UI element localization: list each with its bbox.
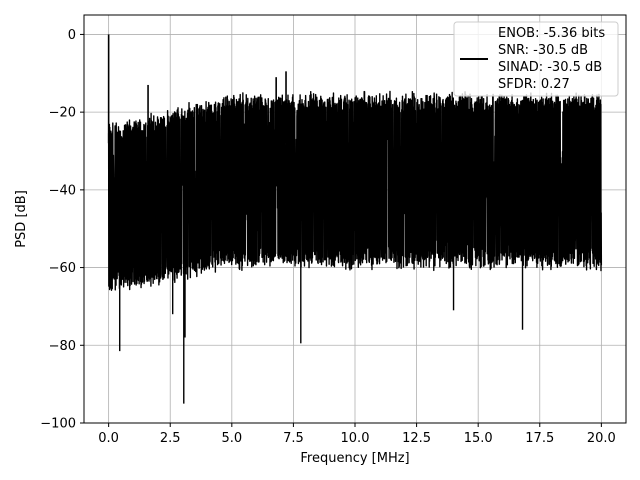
legend: ENOB: -5.36 bits SNR: -30.5 dB SINAD: -3… <box>453 21 619 97</box>
x-tick-label: 0.0 <box>98 431 119 446</box>
y-axis-ticks: 0 −20 −40 −60 −80 −100 <box>40 28 84 432</box>
x-tick-label: 12.5 <box>402 431 431 446</box>
y-tick-label: −60 <box>49 261 76 276</box>
legend-box <box>453 21 619 97</box>
x-axis-ticks: 0.0 2.5 5.0 7.5 10.0 12.5 15.0 17.5 20.0 <box>98 423 616 446</box>
x-tick-label: 15.0 <box>464 431 493 446</box>
psd-series <box>107 34 603 404</box>
y-tick-label: −20 <box>49 106 76 121</box>
y-tick-label: 0 <box>68 28 76 43</box>
x-axis-label: Frequency [MHz] <box>300 451 409 466</box>
x-tick-label: 5.0 <box>221 431 242 446</box>
y-axis-label: PSD [dB] <box>14 190 29 248</box>
legend-sfdr: SFDR: 0.27 <box>498 77 570 92</box>
y-tick-label: −100 <box>40 417 76 432</box>
x-tick-label: 2.5 <box>160 431 181 446</box>
y-tick-label: −40 <box>49 183 76 198</box>
x-tick-label: 17.5 <box>525 431 554 446</box>
x-tick-label: 20.0 <box>587 431 616 446</box>
x-tick-label: 7.5 <box>283 431 304 446</box>
legend-enob: ENOB: -5.36 bits <box>498 26 605 41</box>
psd-trace <box>107 90 603 292</box>
y-tick-label: −80 <box>49 339 76 354</box>
x-tick-label: 10.0 <box>341 431 370 446</box>
legend-sinad: SINAD: -30.5 dB <box>498 60 602 75</box>
legend-snr: SNR: -30.5 dB <box>498 43 588 58</box>
